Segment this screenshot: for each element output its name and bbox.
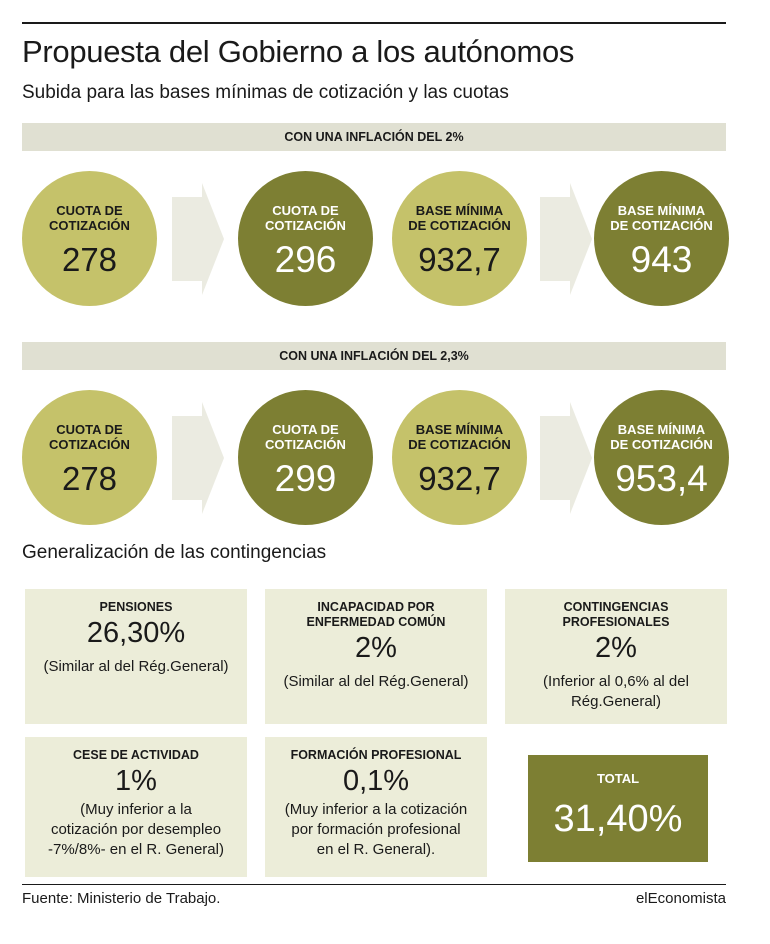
base-proposed-value: 943 <box>630 239 693 280</box>
contingency-label: PENSIONES <box>99 600 173 614</box>
base-proposed-value: 953,4 <box>615 458 708 499</box>
contingency-note: (Inferior al 0,6% al del Rég.General) <box>543 673 689 710</box>
contingency-label: INCAPACIDAD POR ENFERMEDAD COMÚN <box>306 600 446 629</box>
contingency-value: 1% <box>115 765 157 797</box>
base-proposed-circle: BASE MÍNIMA DE COTIZACIÓN 953,4 <box>594 390 729 525</box>
base-current-value: 932,7 <box>418 460 501 497</box>
arrow-right-icon <box>172 402 224 514</box>
base-current-label: BASE MÍNIMA DE COTIZACIÓN <box>408 203 511 233</box>
cuota-current-value: 278 <box>61 241 118 278</box>
contingency-label: CESE DE ACTIVIDAD <box>73 748 199 762</box>
cuota-current-value: 278 <box>61 460 118 497</box>
cuota-current-label: CUOTA DE COTIZACIÓN <box>49 203 130 233</box>
contingency-box-profesionales: CONTINGENCIAS PROFESIONALES 2% (Inferior… <box>505 589 727 724</box>
page-title: Propuesta del Gobierno a los autónomos <box>22 34 575 69</box>
contingency-value: 0,1% <box>342 765 410 797</box>
base-proposed-circle: BASE MÍNIMA DE COTIZACIÓN 943 <box>594 171 729 306</box>
cuota-current-circle: CUOTA DE COTIZACIÓN 278 <box>22 171 157 306</box>
contingency-note: (Similar al del Rég.General) <box>43 658 229 675</box>
contingency-label: CONTINGENCIAS PROFESIONALES <box>562 600 670 629</box>
scenario-band-inflation-2: CON UNA INFLACIÓN DEL 2% <box>22 123 726 151</box>
contingency-note: (Muy inferior a la cotización por formac… <box>284 801 468 858</box>
contingency-value: 2% <box>595 632 637 664</box>
cuota-proposed-value: 296 <box>274 239 337 280</box>
contingency-label: FORMACIÓN PROFESIONAL <box>290 748 462 762</box>
base-proposed-label: BASE MÍNIMA DE COTIZACIÓN <box>610 422 713 452</box>
cuota-proposed-label: CUOTA DE COTIZACIÓN <box>265 203 346 233</box>
contingency-note: (Muy inferior a la cotización por desemp… <box>48 801 224 858</box>
contingency-box-incapacidad: INCAPACIDAD POR ENFERMEDAD COMÚN 2% (Sim… <box>265 589 487 724</box>
contingencies-title: Generalización de las contingencias <box>22 542 327 563</box>
base-current-value: 932,7 <box>418 241 501 278</box>
bottom-rule <box>22 884 726 885</box>
source-note: Fuente: Ministerio de Trabajo. <box>22 890 221 907</box>
contingency-value: 26,30% <box>86 617 186 649</box>
total-label: TOTAL <box>596 771 640 786</box>
cuota-proposed-circle: CUOTA DE COTIZACIÓN 296 <box>238 171 373 306</box>
top-rule <box>22 22 726 24</box>
arrow-right-icon <box>172 183 224 295</box>
contingency-note: (Similar al del Rég.General) <box>283 673 469 690</box>
cuota-proposed-label: CUOTA DE COTIZACIÓN <box>265 422 346 452</box>
brand-logo: elEconomista <box>635 890 726 907</box>
cuota-proposed-circle: CUOTA DE COTIZACIÓN 299 <box>238 390 373 525</box>
cuota-proposed-value: 299 <box>274 458 337 499</box>
contingency-box-cese-actividad: CESE DE ACTIVIDAD 1% (Muy inferior a la … <box>25 737 247 877</box>
total-value: 31,40% <box>553 798 683 840</box>
contingency-value: 2% <box>355 632 397 664</box>
base-current-circle: BASE MÍNIMA DE COTIZACIÓN 932,7 <box>392 390 527 525</box>
base-current-label: BASE MÍNIMA DE COTIZACIÓN <box>408 422 511 452</box>
page-subtitle: Subida para las bases mínimas de cotizac… <box>22 82 509 103</box>
cuota-current-circle: CUOTA DE COTIZACIÓN 278 <box>22 390 157 525</box>
contingency-box-pensiones: PENSIONES 26,30% (Similar al del Rég.Gen… <box>25 589 247 724</box>
cuota-current-label: CUOTA DE COTIZACIÓN <box>49 422 130 452</box>
contingency-box-formacion: FORMACIÓN PROFESIONAL 0,1% (Muy inferior… <box>265 737 487 877</box>
base-proposed-label: BASE MÍNIMA DE COTIZACIÓN <box>610 203 713 233</box>
total-box: TOTAL 31,40% <box>528 755 708 862</box>
arrow-right-icon <box>540 183 592 295</box>
scenario-band-inflation-2-3: CON UNA INFLACIÓN DEL 2,3% <box>22 342 726 370</box>
arrow-right-icon <box>540 402 592 514</box>
base-current-circle: BASE MÍNIMA DE COTIZACIÓN 932,7 <box>392 171 527 306</box>
